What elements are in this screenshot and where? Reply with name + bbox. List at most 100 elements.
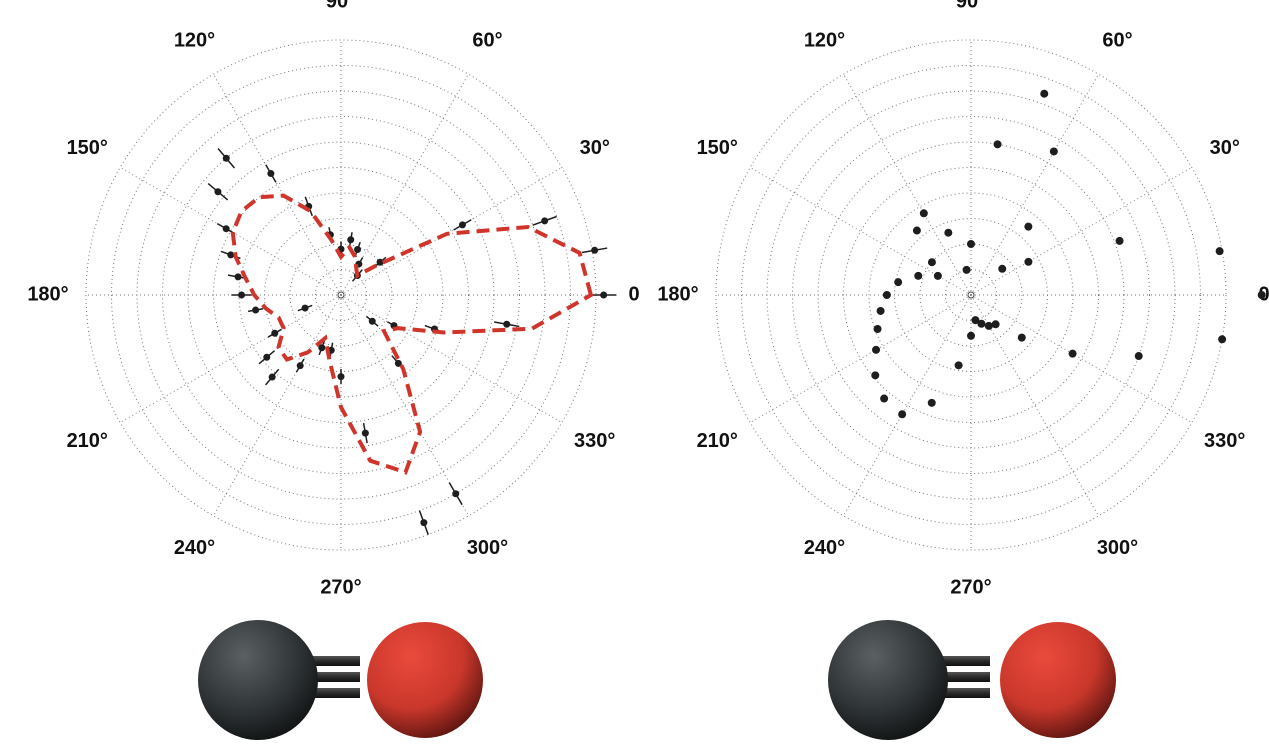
data-point [1017, 333, 1026, 342]
angle-tick-label: 120° [174, 30, 215, 52]
model-curve [230, 193, 594, 475]
grid-spoke [843, 294, 972, 517]
data-point [882, 291, 891, 299]
grid-circle [213, 167, 469, 423]
data-point [263, 353, 271, 361]
angle-tick-label: 90° [326, 0, 356, 12]
data-point [368, 317, 376, 325]
angle-tick-label: 210° [67, 430, 108, 452]
grid-spoke [340, 294, 563, 423]
bond [930, 656, 990, 666]
bond [300, 688, 360, 698]
angle-tick-label: 90° [956, 0, 986, 12]
angle-tick-label: 0 [628, 283, 639, 305]
data-point [1068, 349, 1077, 358]
co-molecule [828, 620, 1116, 740]
angle-tick-label: 150° [67, 137, 108, 159]
data-point [927, 258, 936, 267]
data-point [541, 217, 549, 225]
data-point [1115, 236, 1124, 245]
data-point [1257, 291, 1266, 299]
data-point [458, 221, 466, 229]
grid-spoke [213, 294, 342, 517]
angle-tick-label: 240° [804, 537, 845, 559]
grid-spoke [970, 294, 1193, 423]
grid-circle [868, 192, 1074, 398]
angle-tick-label: 270° [320, 576, 361, 598]
data-point [927, 398, 936, 407]
data-point [1134, 352, 1143, 361]
grid-circle [945, 269, 997, 321]
data-point [227, 251, 235, 259]
data-point [337, 373, 345, 381]
data-point [600, 291, 608, 299]
data-point [1049, 147, 1058, 156]
grid-circle [238, 192, 444, 398]
center-marker [337, 291, 345, 299]
data-point [872, 345, 881, 354]
grid-circle [792, 116, 1150, 474]
grid-spoke [119, 294, 342, 423]
bond [300, 672, 360, 682]
grid-spoke [340, 73, 469, 296]
data-point [271, 329, 279, 337]
data-point [977, 319, 986, 328]
angle-tick-label: 180° [27, 283, 68, 305]
center-marker [967, 291, 975, 299]
data-point [214, 188, 222, 196]
data-point [222, 154, 230, 162]
data-point [984, 321, 993, 330]
grid-spoke [970, 167, 1193, 296]
grid-spoke [970, 294, 1099, 517]
data-point [880, 394, 889, 403]
data-point [967, 331, 975, 340]
data-point [871, 371, 880, 380]
data-point [876, 306, 885, 315]
angle-tick-label: 60° [1102, 30, 1132, 52]
grid-spoke [749, 294, 972, 423]
data-point [914, 271, 923, 280]
data-point [354, 245, 362, 253]
data-point [1218, 335, 1227, 344]
data-point [503, 320, 511, 328]
angle-tick-label: 240° [174, 537, 215, 559]
angle-tick-label: 300° [1097, 537, 1138, 559]
grid-spoke [843, 73, 972, 296]
grid-circle [715, 39, 1227, 551]
data-point [919, 209, 928, 218]
data-point [873, 325, 882, 334]
grid-circle [741, 65, 1201, 525]
grid-spoke [340, 167, 563, 296]
data-point [420, 519, 428, 527]
grid-circle [843, 167, 1099, 423]
carbon-atom [198, 620, 318, 740]
angle-tick-label: 270° [950, 576, 991, 598]
data-point [347, 236, 355, 244]
data-point [971, 316, 980, 325]
data-point [894, 278, 903, 287]
grid-spoke [213, 73, 342, 296]
angle-tick-label: 60° [472, 30, 502, 52]
data-point [1040, 89, 1049, 98]
data-point [912, 226, 921, 235]
grid-spoke [340, 294, 469, 517]
grid-circle [919, 243, 1023, 347]
oxygen-atom [367, 622, 483, 738]
data-point [301, 304, 309, 312]
data-point [967, 240, 975, 248]
co-molecule [198, 620, 483, 740]
data-point [296, 362, 304, 370]
angle-tick-label: 210° [697, 430, 738, 452]
bond [930, 672, 990, 682]
angle-tick-label: 30° [1210, 137, 1240, 159]
data-point [998, 264, 1007, 273]
data-point [962, 265, 971, 274]
oxygen-atom [1000, 622, 1116, 738]
data-point [361, 429, 369, 437]
data-point [238, 291, 246, 299]
data-point [1024, 222, 1033, 231]
data-point [933, 271, 942, 280]
data-point [268, 373, 276, 381]
data-point [234, 273, 242, 281]
